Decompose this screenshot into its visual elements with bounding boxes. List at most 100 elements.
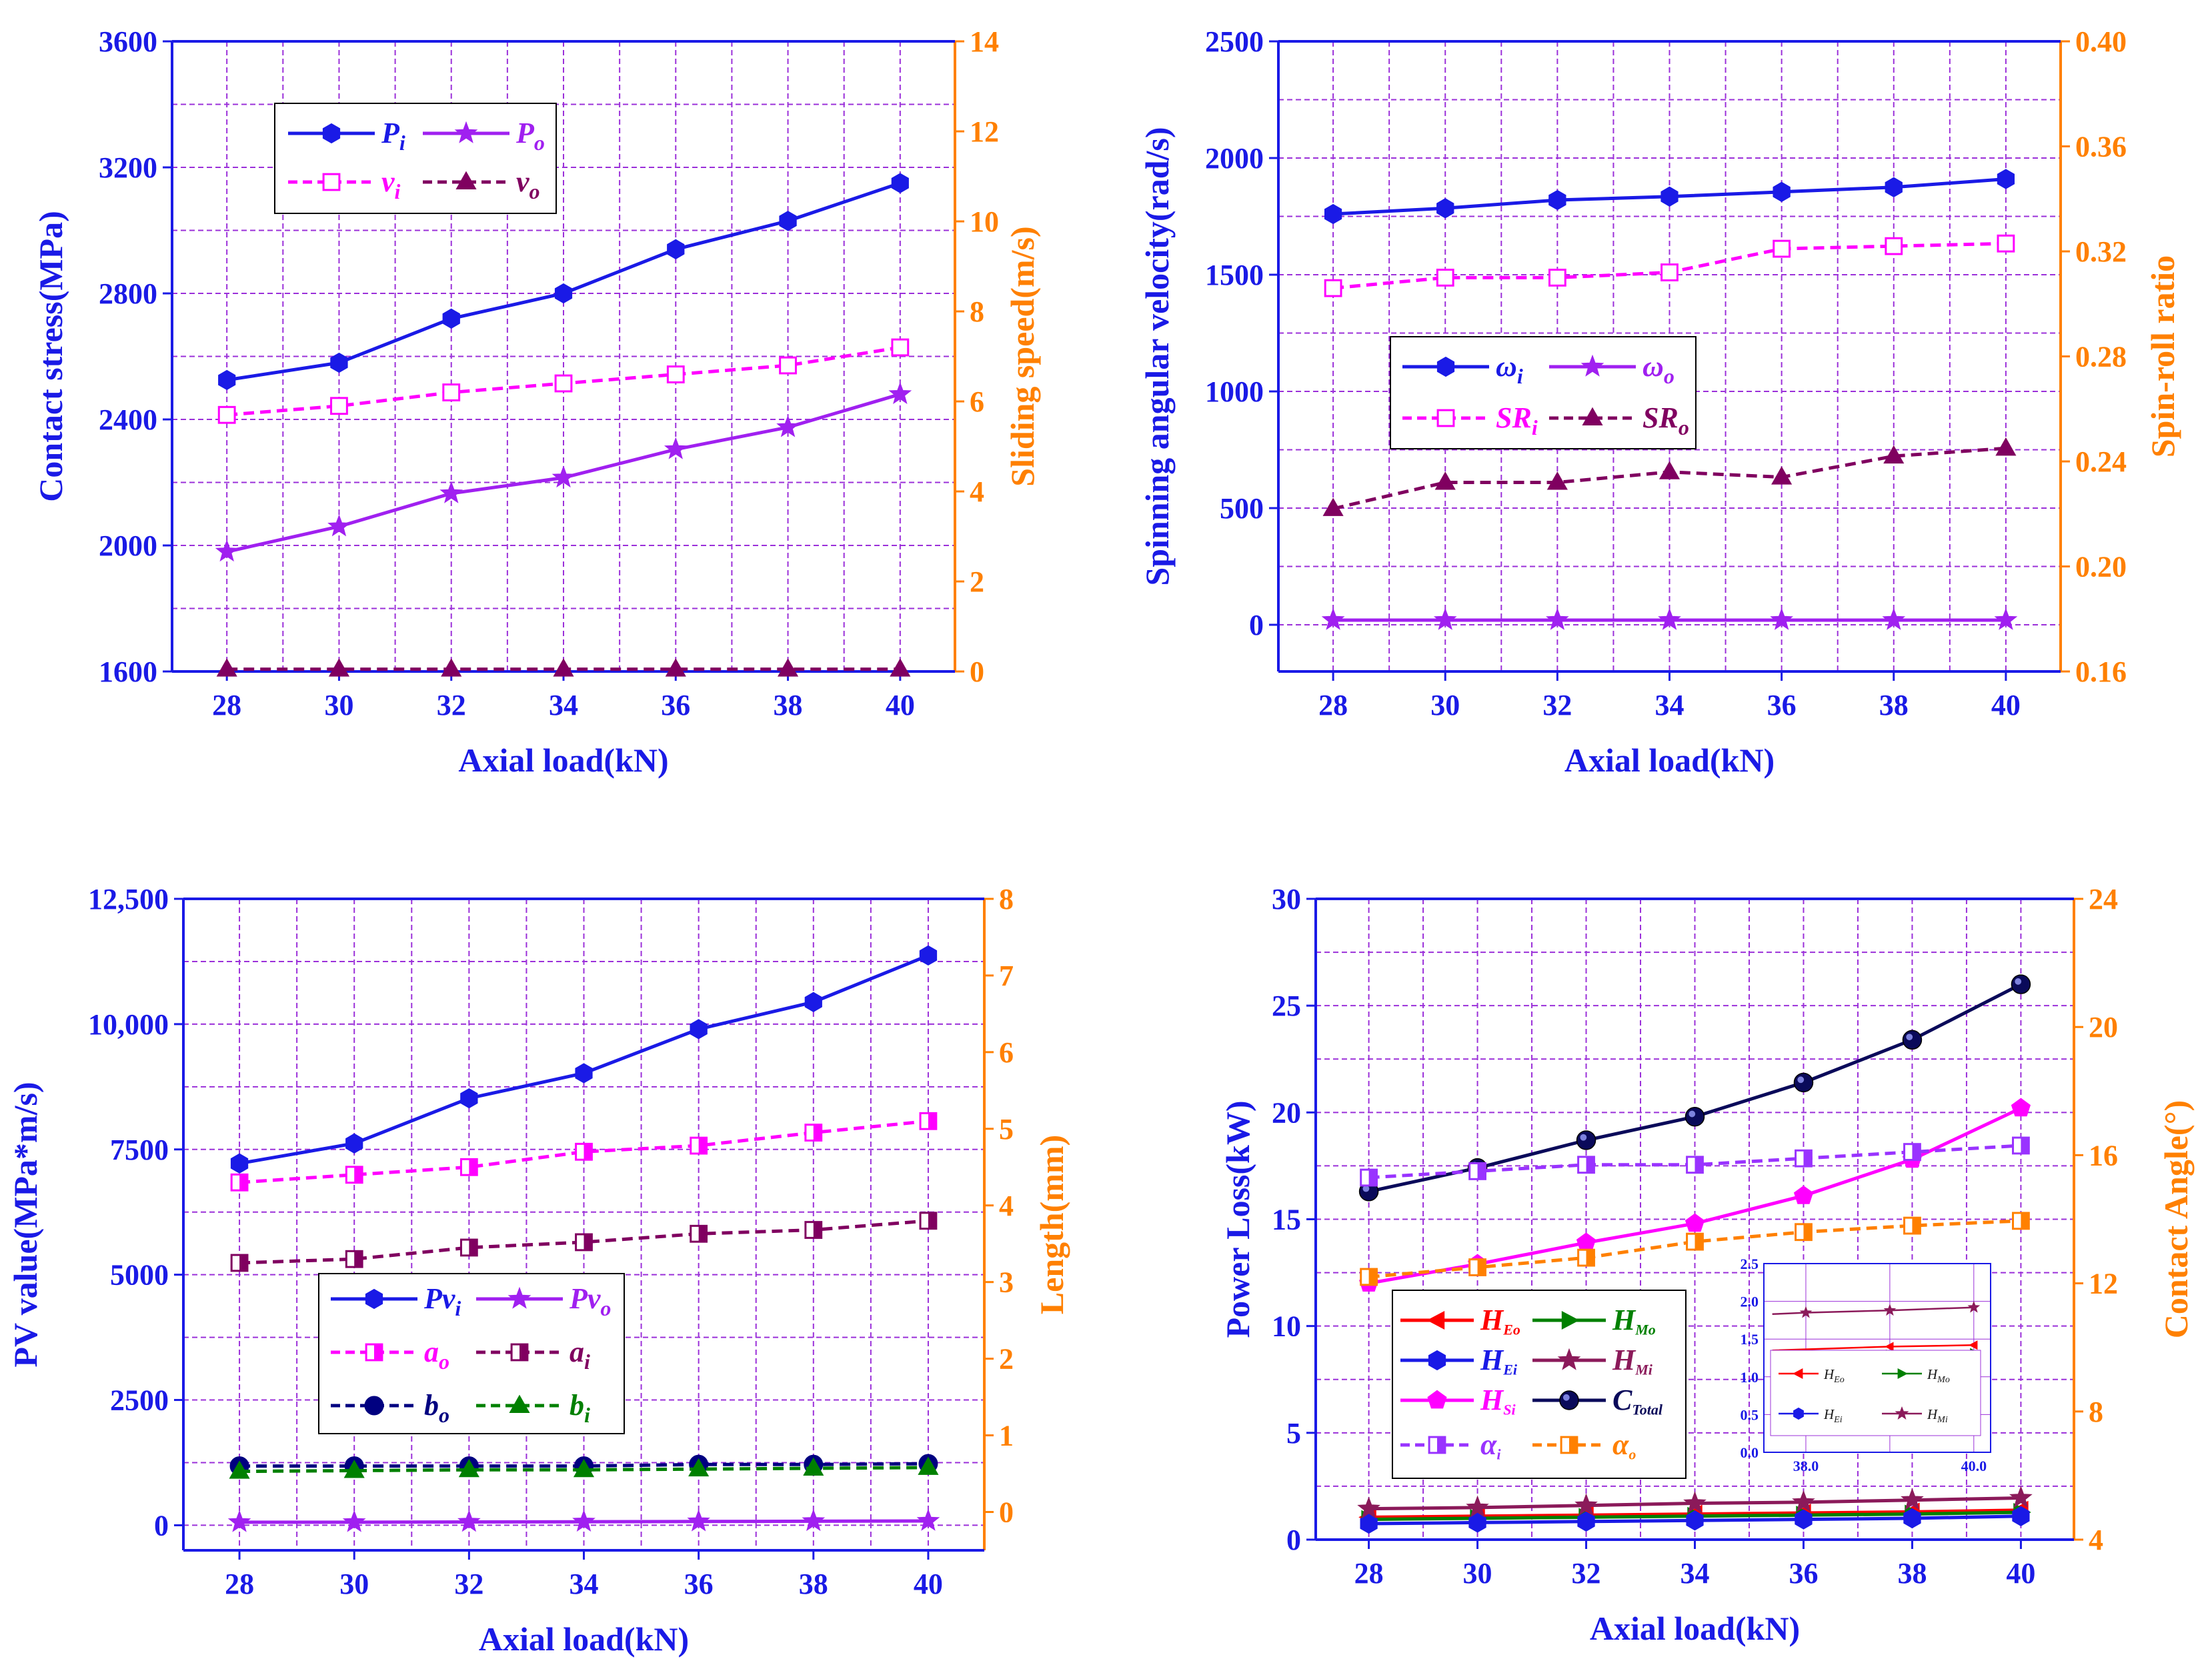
data-point xyxy=(459,1158,478,1176)
data-point xyxy=(1434,471,1456,490)
data-point xyxy=(345,1166,363,1184)
data-point xyxy=(1903,1143,1921,1161)
marker-shine xyxy=(1906,1034,1913,1041)
y2-tick-label: 0.40 xyxy=(2075,25,2127,58)
inset-y-tick-label: 2.0 xyxy=(1741,1294,1759,1310)
data-point xyxy=(229,1460,250,1479)
data-point xyxy=(1358,1182,1379,1202)
legend-marker-vi xyxy=(322,173,341,191)
data-point xyxy=(551,465,576,488)
legend-marker-CTotal xyxy=(1559,1390,1579,1410)
data-point xyxy=(1770,607,1793,630)
inset-legend-label: HMi xyxy=(1927,1406,1948,1425)
x-tick-label: 34 xyxy=(570,1568,599,1600)
y-tick-label: 2000 xyxy=(1205,142,1264,175)
data-point xyxy=(688,1458,710,1477)
x-tick-label: 32 xyxy=(437,689,466,721)
legend-marker-Pvi xyxy=(365,1288,383,1310)
legend-label: ωi xyxy=(1496,350,1523,388)
x-tick-label: 28 xyxy=(225,1568,254,1600)
data-point xyxy=(227,1510,251,1532)
legend-label: CTotal xyxy=(1612,1384,1663,1418)
data-point xyxy=(1468,1162,1486,1180)
data-point xyxy=(1574,1493,1598,1516)
data-point xyxy=(1658,607,1681,630)
data-point xyxy=(1546,607,1569,630)
data-point xyxy=(1321,607,1345,630)
data-point xyxy=(573,1458,595,1478)
x-tick-label: 36 xyxy=(1767,689,1797,721)
data-point xyxy=(1468,1258,1486,1276)
data-point xyxy=(1902,1030,1923,1050)
data-point xyxy=(690,1019,708,1040)
data-point xyxy=(1994,607,2018,630)
y-tick-label: 2000 xyxy=(99,529,157,562)
inset-y-tick-label: 0.0 xyxy=(1741,1444,1759,1461)
x-tick-label: 40 xyxy=(886,689,915,721)
data-point xyxy=(776,415,800,437)
y2-tick-label: 5 xyxy=(999,1113,1014,1146)
x-tick-label: 28 xyxy=(212,689,241,721)
legend-label: HEo xyxy=(1480,1304,1520,1338)
legend: Pi Po vi vo xyxy=(274,103,557,214)
data-point xyxy=(1577,1511,1595,1532)
x-tick-label: 30 xyxy=(1463,1557,1492,1590)
data-point xyxy=(916,1508,940,1531)
data-point xyxy=(1576,1130,1596,1150)
data-point xyxy=(1885,177,1903,197)
x-tick-label: 38 xyxy=(1897,1557,1927,1590)
inset-series-HMi xyxy=(1772,1300,1981,1318)
y2-tick-label: 0 xyxy=(999,1496,1014,1529)
y2-tick-label: 2 xyxy=(970,565,984,598)
data-point xyxy=(891,173,909,193)
y2-tick-label: 8 xyxy=(970,295,984,328)
grid xyxy=(183,899,984,1550)
series-Pv-i xyxy=(230,945,938,1174)
y2-tick-label: 8 xyxy=(2089,1396,2103,1428)
data-point xyxy=(1685,1106,1705,1127)
data-point xyxy=(1686,1510,1704,1531)
marker-fill xyxy=(519,1344,527,1360)
y-tick-label: 0 xyxy=(1249,609,1264,641)
series-H-Ei xyxy=(1360,1506,2030,1534)
x-tick-label: 38 xyxy=(774,689,803,721)
marker-shine xyxy=(2015,978,2022,985)
x-tick-label: 28 xyxy=(1318,689,1348,721)
x-tick-label: 36 xyxy=(1789,1557,1818,1590)
y-tick-label: 0 xyxy=(154,1509,169,1542)
legend-label: SRi xyxy=(1496,401,1538,439)
marker-fill xyxy=(1437,1437,1445,1453)
inset-y-tick-label: 2.5 xyxy=(1741,1256,1759,1272)
data-point xyxy=(1795,1223,1813,1242)
inset-y-tick-label: 1.5 xyxy=(1741,1331,1759,1348)
y-tick-label: 500 xyxy=(1220,492,1264,525)
y-tick-label: 2800 xyxy=(99,277,157,310)
y-tick-label: 0 xyxy=(1286,1524,1301,1556)
marker-fill xyxy=(354,1166,363,1183)
y2-tick-label: 20 xyxy=(2089,1011,2118,1044)
series-SR-o xyxy=(1322,437,2017,516)
y-axis-title: Spinning angular velocity(rad/s) xyxy=(1138,127,1176,585)
y2-axis-title: Length(mm) xyxy=(1033,1135,1070,1314)
data-point xyxy=(919,1112,938,1130)
legend-label: HSi xyxy=(1480,1384,1516,1418)
inset-y-tick-label: 0.5 xyxy=(1741,1406,1759,1423)
data-point xyxy=(217,405,236,424)
data-point xyxy=(664,437,688,459)
legend-label: SRo xyxy=(1642,401,1689,439)
y2-tick-label: 0 xyxy=(970,655,984,688)
series-H-Mi xyxy=(1357,1486,2033,1519)
legend-label: bo xyxy=(424,1389,449,1427)
data-point xyxy=(687,1509,710,1532)
legend-marker-HEi xyxy=(1428,1350,1446,1371)
data-point xyxy=(460,1088,478,1109)
legend-label: Pvo xyxy=(569,1282,611,1320)
x-axis-title: Axial load(kN) xyxy=(479,1620,689,1658)
inset-data-point xyxy=(1883,1304,1897,1316)
data-point xyxy=(919,1212,938,1230)
marker-fill xyxy=(928,1212,936,1229)
y2-tick-label: 12 xyxy=(970,115,999,148)
y2-tick-label: 1 xyxy=(999,1420,1014,1452)
y-tick-label: 10,000 xyxy=(88,1008,169,1041)
